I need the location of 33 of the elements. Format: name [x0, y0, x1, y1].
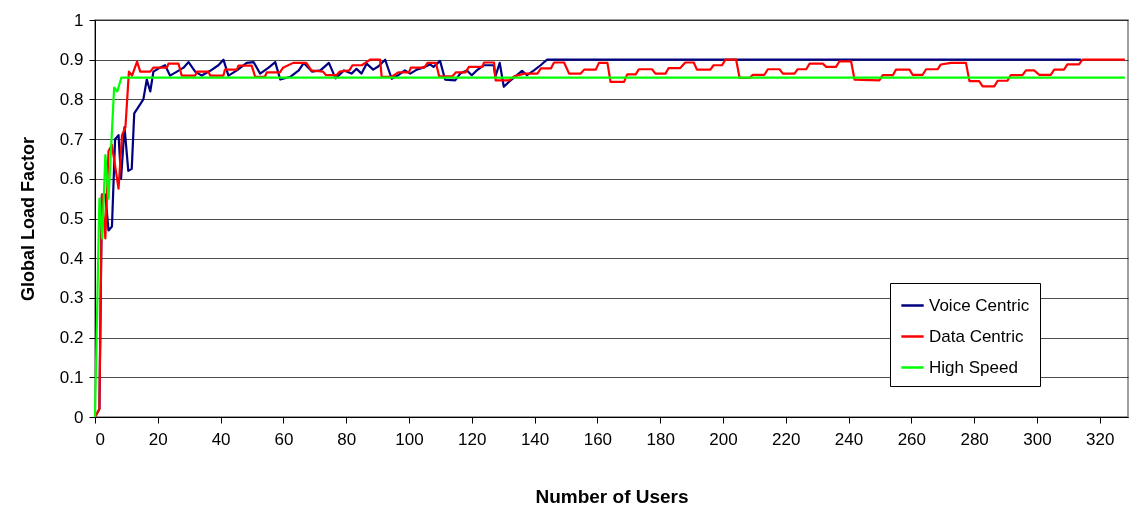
- y-tick-label: 0.2: [59, 328, 84, 348]
- x-tick-label: 140: [520, 429, 550, 449]
- legend-label: Data Centric: [929, 326, 1024, 346]
- x-tick-label: 80: [337, 429, 357, 449]
- y-tick-label: 0.3: [59, 288, 84, 308]
- x-tick-label: 0: [95, 429, 105, 449]
- y-tick-label: 0.5: [59, 209, 84, 228]
- y-tick-label: 0.7: [59, 129, 84, 149]
- y-tick-label: 0.1: [59, 367, 84, 387]
- x-tick-label: 320: [1086, 429, 1115, 449]
- x-tick-label: 200: [709, 429, 738, 449]
- legend-label: Voice Centric: [929, 295, 1030, 315]
- y-tick-label: 0.6: [59, 169, 84, 189]
- x-tick-label: 260: [897, 429, 927, 449]
- x-axis-title: Number of Users: [535, 485, 689, 507]
- y-axis-title: Global Load Factor: [17, 136, 38, 302]
- x-tick-label: 40: [211, 429, 231, 449]
- x-tick-label: 220: [772, 429, 801, 449]
- x-tick-label: 280: [960, 429, 989, 449]
- legend-label: High Speed: [929, 357, 1018, 377]
- x-tick-label: 240: [834, 429, 864, 449]
- y-tick-label: 0: [74, 407, 84, 427]
- x-tick-label: 100: [395, 429, 424, 449]
- y-tick-label: 0.9: [59, 50, 84, 70]
- y-tick-label: 0.4: [59, 248, 84, 268]
- x-tick-label: 180: [646, 429, 675, 449]
- y-tick-label: 1: [74, 10, 84, 30]
- x-tick-label: 300: [1023, 429, 1052, 449]
- x-tick-label: 20: [148, 429, 168, 449]
- x-tick-label: 60: [274, 429, 294, 449]
- x-tick-label: 120: [458, 429, 487, 449]
- x-tick-label: 160: [583, 429, 613, 449]
- y-tick-label: 0.8: [59, 89, 84, 109]
